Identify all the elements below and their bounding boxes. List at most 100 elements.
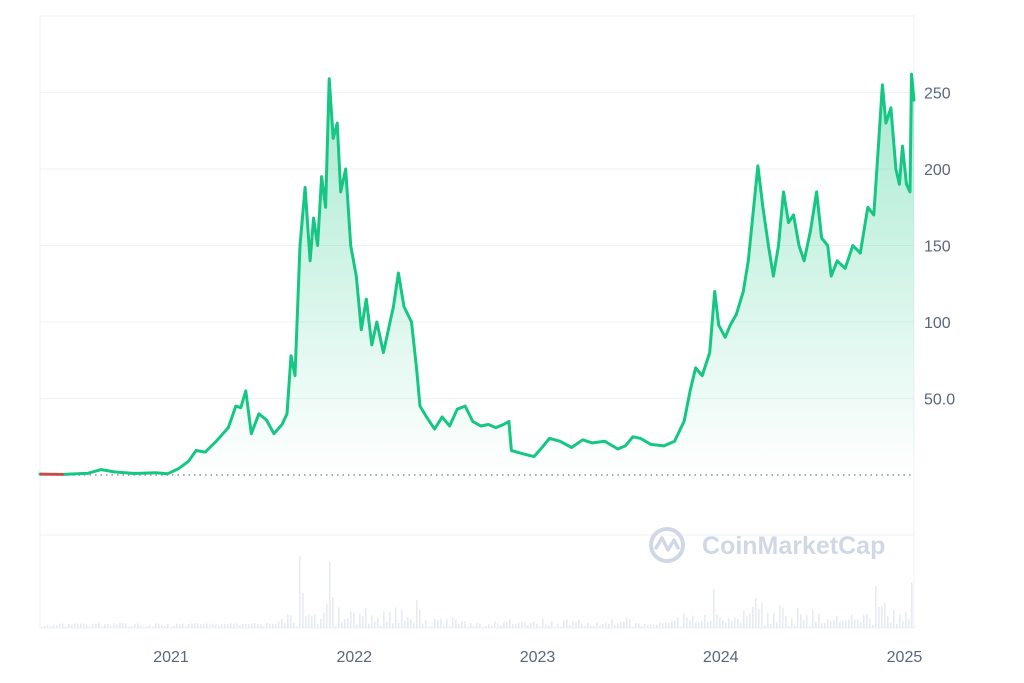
volume-bar: [503, 622, 505, 628]
volume-bar: [173, 625, 175, 628]
volume-bar: [812, 609, 814, 628]
volume-bar: [890, 622, 892, 628]
volume-bar: [644, 623, 646, 628]
volume-bar: [905, 611, 907, 628]
volume-bar: [359, 613, 361, 628]
volume-bar: [314, 614, 316, 628]
volume-bar: [392, 623, 394, 628]
volume-bar: [593, 625, 595, 628]
volume-bar: [626, 618, 628, 628]
watermark-label: CoinMarketCap: [702, 532, 885, 560]
volume-bar: [650, 624, 652, 628]
volume-bar: [665, 622, 667, 628]
x-tick-label: 2023: [520, 649, 556, 666]
volume-bar: [677, 617, 679, 628]
volume-bar: [290, 615, 292, 628]
volume-bar: [257, 624, 259, 628]
volume-bar: [485, 625, 487, 628]
volume-bar: [269, 623, 271, 628]
volume-bar: [293, 622, 295, 628]
volume-bar: [755, 598, 757, 628]
volume-bar: [827, 619, 829, 628]
volume-bar: [131, 626, 133, 628]
volume-bar: [233, 623, 235, 628]
volume-bar: [200, 624, 202, 628]
volume-bar: [443, 625, 445, 628]
volume-bar: [596, 622, 598, 628]
volume-bar: [152, 626, 154, 628]
volume-bar: [50, 625, 52, 628]
volume-bar: [851, 614, 853, 628]
volume-bar: [710, 621, 712, 628]
x-tick-label: 2024: [703, 649, 739, 666]
volume-bar: [698, 622, 700, 628]
volume-bar: [794, 625, 796, 628]
volume-bar: [500, 624, 502, 628]
volume-bar: [236, 623, 238, 628]
volume-bar: [629, 619, 631, 628]
volume-bar: [635, 623, 637, 628]
volume-bar: [542, 618, 544, 628]
volume-bar: [524, 622, 526, 628]
volume-bar: [623, 621, 625, 628]
volume-bar: [602, 624, 604, 628]
volume-bars: [41, 556, 913, 628]
volume-bar: [764, 624, 766, 628]
volume-bar: [311, 615, 313, 628]
volume-bar: [611, 619, 613, 628]
volume-bar: [437, 619, 439, 628]
volume-bar: [887, 616, 889, 628]
volume-bar: [467, 626, 469, 628]
volume-bar: [836, 615, 838, 628]
volume-bar: [455, 619, 457, 628]
volume-bar: [452, 616, 454, 628]
volume-bar: [530, 623, 532, 628]
volume-bar: [581, 623, 583, 628]
volume-bar: [305, 615, 307, 628]
volume-bar: [383, 611, 385, 628]
volume-bar: [563, 620, 565, 628]
volume-bar: [689, 619, 691, 628]
volume-bar: [752, 607, 754, 628]
x-tick-label: 2022: [336, 649, 372, 666]
volume-bar: [416, 599, 418, 628]
volume-bar: [695, 622, 697, 628]
volume-bar: [488, 624, 490, 628]
volume-bar: [518, 622, 520, 628]
volume-bar: [866, 614, 868, 628]
volume-bar: [761, 602, 763, 628]
volume-bar: [413, 623, 415, 628]
volume-bar: [263, 626, 265, 628]
volume-bar: [362, 616, 364, 628]
volume-bar: [608, 623, 610, 628]
volume-bar: [830, 620, 832, 628]
volume-bar: [188, 623, 190, 628]
volume-bar: [221, 623, 223, 628]
volume-bar: [548, 625, 550, 628]
volume-bar: [578, 619, 580, 628]
volume-bar: [248, 624, 250, 628]
y-tick-label: 200: [924, 162, 951, 179]
volume-bar: [425, 620, 427, 628]
price-line[interactable]: [38, 72, 916, 476]
volume-bar: [722, 620, 724, 628]
volume-bar: [464, 621, 466, 628]
volume-bar: [782, 607, 784, 628]
volume-bar: [800, 614, 802, 628]
volume-bar: [74, 623, 76, 628]
volume-bar: [242, 624, 244, 628]
volume-bar: [551, 621, 553, 628]
volume-bar: [557, 623, 559, 628]
volume-bar: [638, 623, 640, 628]
volume-bar: [869, 618, 871, 628]
y-tick-label: 50.0: [924, 392, 955, 409]
volume-bar: [824, 622, 826, 628]
volume-bar: [254, 623, 256, 628]
volume-bar: [266, 623, 268, 628]
volume-bar: [251, 623, 253, 628]
volume-bar: [323, 612, 325, 628]
volume-bar: [371, 615, 373, 628]
volume-bar: [158, 623, 160, 628]
